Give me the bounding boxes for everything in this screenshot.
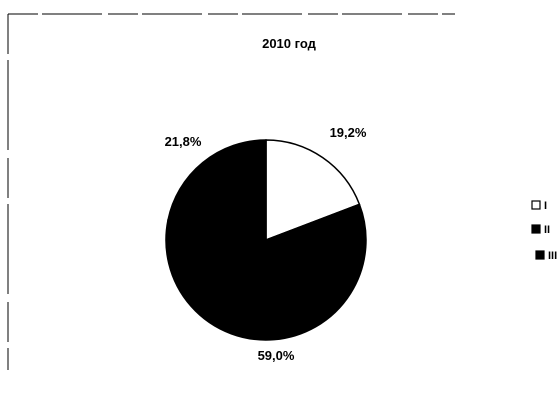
slice-value-label: 21,8%: [165, 134, 202, 149]
legend-label: I: [544, 200, 547, 212]
slice-value-label: 19,2%: [330, 125, 367, 140]
pie-slices: [165, 139, 367, 341]
legend-swatch: [535, 250, 545, 260]
legend-swatch: [531, 224, 541, 234]
legend-label: II: [544, 224, 550, 236]
legend-swatch: [531, 200, 541, 210]
slice-value-label: 59,0%: [258, 348, 295, 363]
pie-slice-labels: 19,2% 59,0% 21,8%: [165, 125, 367, 363]
pie-slice-ii: [165, 203, 367, 341]
pie-slice-iii: [167, 139, 267, 241]
pie-slice-i: [265, 139, 361, 242]
chart-title: 2010 год: [262, 36, 317, 51]
legend-label: III: [548, 250, 557, 262]
